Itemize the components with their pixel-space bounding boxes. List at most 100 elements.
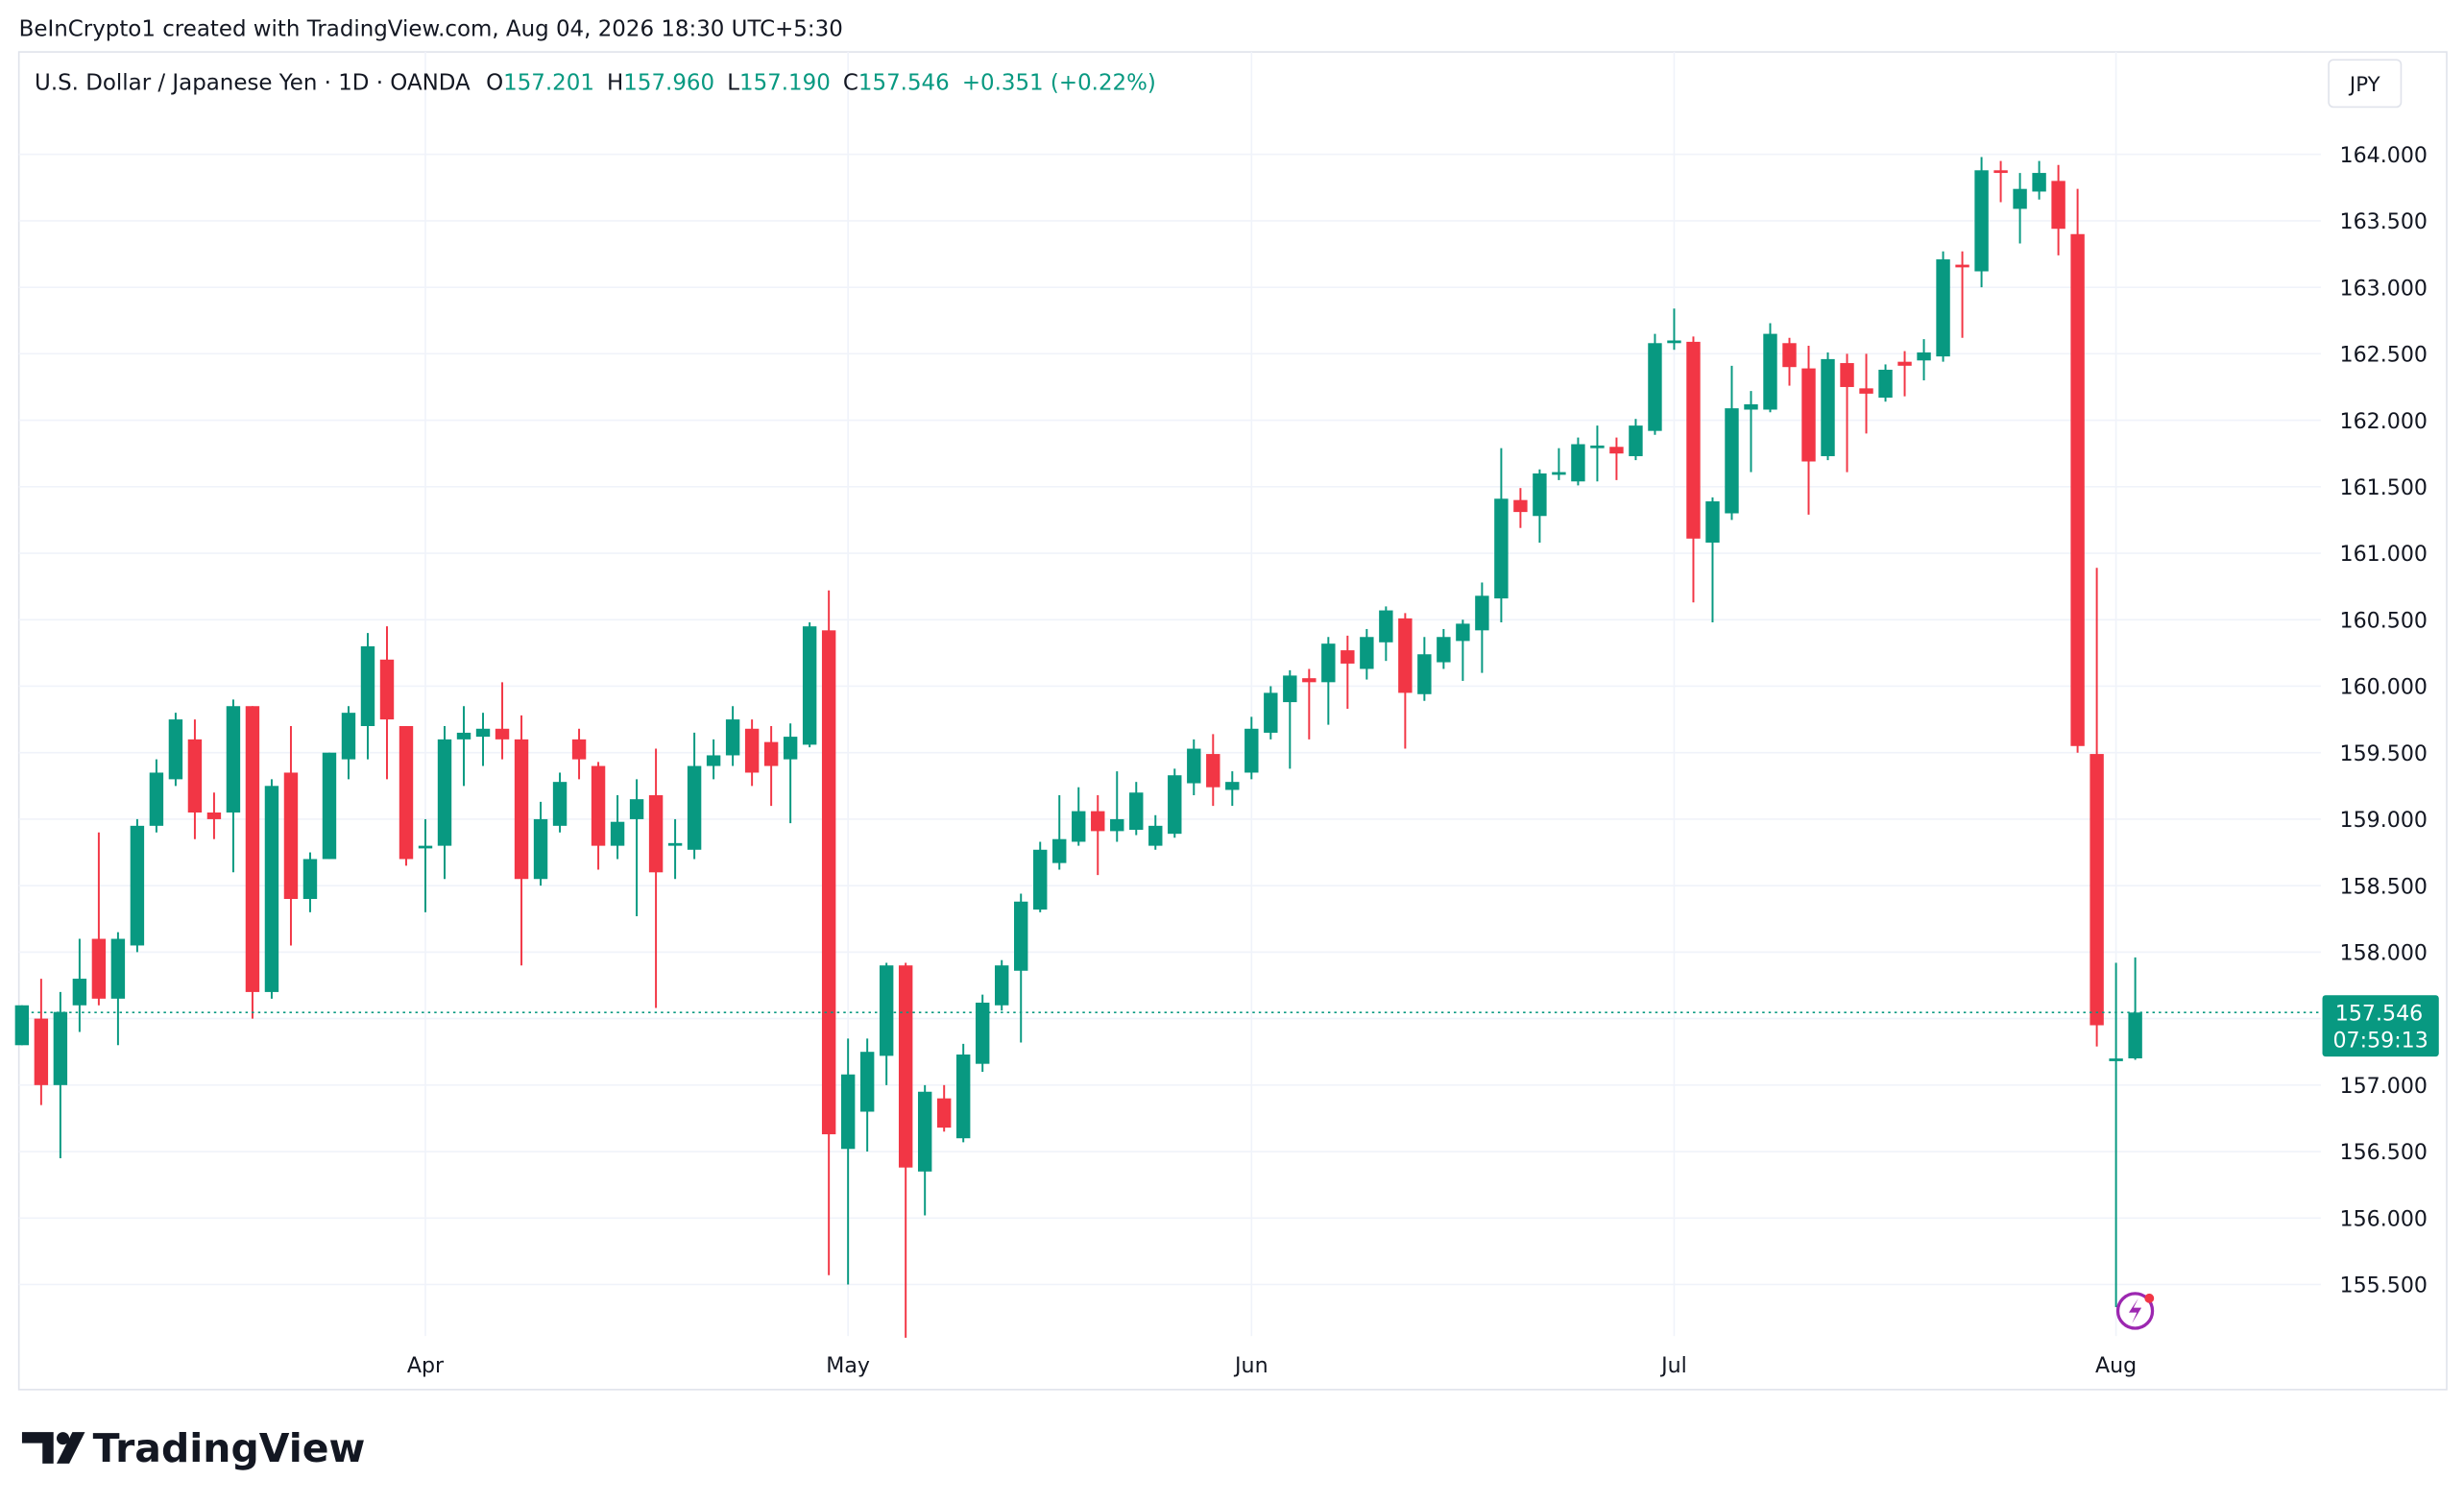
candle-body (995, 965, 1009, 1006)
y-tick-label: 155.500 (2340, 1274, 2428, 1298)
candle-body (187, 739, 203, 813)
candle-body (53, 1011, 68, 1085)
y-tick-label: 160.500 (2340, 608, 2428, 633)
y-tick-label: 159.500 (2340, 741, 2428, 766)
legend-key: C (843, 70, 858, 95)
candle-body (1648, 343, 1662, 431)
candle-body (1379, 610, 1393, 643)
candle-body (1129, 792, 1144, 831)
candle-body (1821, 358, 1835, 456)
logo-mark[interactable] (56, 1432, 70, 1445)
candle-body (879, 965, 894, 1056)
candle-body (1264, 692, 1278, 733)
last-price-label: 157.546 (2335, 1001, 2423, 1026)
y-tick-label: 160.000 (2340, 675, 2428, 700)
candle-body (936, 1098, 952, 1128)
candle-body (1955, 264, 1969, 268)
candle-body (1398, 618, 1413, 693)
logo-mark[interactable] (21, 1432, 54, 1464)
candle-body (1609, 447, 1624, 454)
candle-body (1475, 595, 1489, 631)
candle-body (1494, 498, 1509, 599)
candle-body (667, 842, 683, 846)
legend-key: L (727, 70, 739, 95)
candle-body (1033, 849, 1048, 910)
candle-body (14, 1005, 30, 1046)
candle-body (302, 859, 318, 899)
caption: BeInCrypto1 created with TradingView.com… (19, 17, 843, 42)
candle-body (1456, 623, 1470, 642)
y-tick-label: 164.000 (2340, 143, 2428, 168)
candle-body (2051, 181, 2065, 230)
candle-body (1878, 369, 1893, 399)
candle-body (706, 755, 721, 766)
candle-body (130, 825, 145, 946)
candle-body (264, 786, 279, 992)
candle-body (34, 1018, 49, 1085)
currency-box[interactable] (2328, 59, 2403, 109)
y-tick-label: 158.500 (2340, 874, 2428, 899)
candle-body (1725, 408, 1739, 514)
legend-title: U.S. Dollar / Japanese Yen · 1D · OANDA (35, 70, 471, 95)
candle-body (1360, 637, 1374, 669)
overlay: 155.500156.000156.500157.000157.500158.0… (18, 143, 2439, 1378)
candle-body (2109, 1058, 2123, 1061)
candle-body (456, 732, 471, 740)
candle-body (1437, 637, 1451, 663)
candle-body (2128, 1012, 2142, 1058)
alert-dot[interactable] (2144, 1293, 2155, 1303)
y-tick-label: 156.500 (2340, 1140, 2428, 1165)
candle-body (687, 765, 702, 850)
candle-body (1936, 259, 1950, 357)
logo-mark[interactable] (56, 1432, 85, 1464)
candle-body (1993, 170, 2008, 174)
candle-body (226, 706, 241, 813)
logo-text[interactable]: TradingView (93, 1425, 366, 1471)
candle-body (591, 765, 606, 846)
candle-body (629, 799, 644, 819)
candle-body (168, 719, 183, 780)
currency[interactable]: JPY (2348, 73, 2381, 97)
candle-body (1513, 499, 1528, 513)
y-tick-label: 158.000 (2340, 941, 2428, 966)
candle-body (976, 1002, 990, 1064)
candle-body (1148, 825, 1163, 846)
legend: U.S. Dollar / Japanese Yen · 1D · OANDA O… (35, 70, 1156, 95)
candle-body (360, 645, 375, 727)
y-tick-label: 163.500 (2340, 209, 2428, 234)
candles (14, 157, 2142, 1338)
candle-body (206, 813, 222, 819)
legend-key: H (607, 70, 623, 95)
candle-body (898, 965, 913, 1168)
y-tick-label: 157.000 (2340, 1074, 2428, 1099)
candle-body (514, 739, 529, 880)
candle-body (91, 938, 107, 999)
legend-key: O (486, 70, 503, 95)
candle-body (1840, 363, 1854, 387)
candle-body (1302, 678, 1317, 683)
candle-body (1917, 352, 1931, 361)
candle-body (802, 626, 817, 745)
candle-body (859, 1052, 875, 1112)
candle-body (245, 706, 260, 992)
y-tick-label: 162.500 (2340, 343, 2428, 368)
candle-body (475, 728, 491, 738)
candle-body (418, 845, 433, 849)
candle-body (1667, 340, 1681, 344)
candle-body (1686, 341, 1701, 539)
candle-body (2090, 754, 2104, 1026)
x-tick-label: Jun (1233, 1353, 1268, 1378)
candle-body (1072, 811, 1086, 842)
legend-value: 157.960 (623, 70, 714, 95)
logo[interactable]: TradingView (21, 1425, 366, 1471)
candle-body (1744, 403, 1758, 410)
candle-body (840, 1074, 856, 1150)
countdown: 07:59:13 (2332, 1028, 2428, 1053)
alert-icon[interactable] (2115, 1292, 2155, 1330)
alert-bolt[interactable] (2128, 1298, 2142, 1324)
candle-body (1629, 425, 1643, 456)
candle-body (341, 713, 356, 760)
candle-body (1571, 444, 1585, 482)
